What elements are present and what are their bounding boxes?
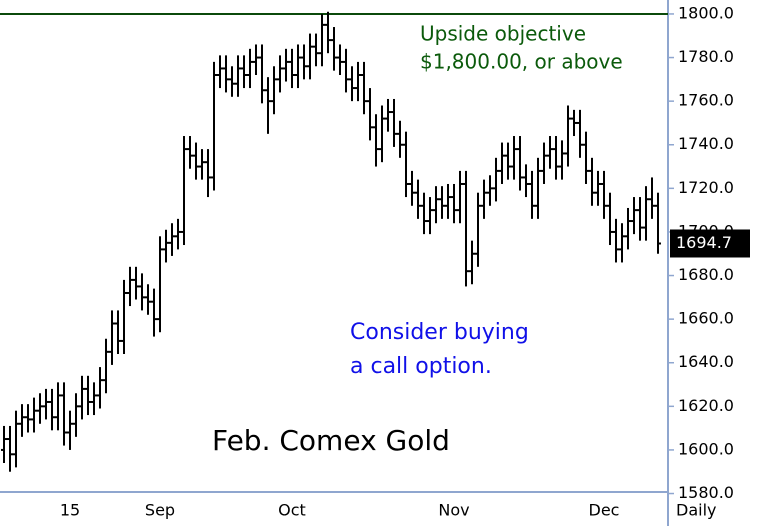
y-tick-label: 1800.0 <box>678 3 734 22</box>
x-tick-label: Dec <box>589 501 620 520</box>
y-tick-label: 1720.0 <box>678 178 734 197</box>
y-tick-label: 1740.0 <box>678 134 734 153</box>
chart-title: Feb. Comex Gold <box>212 424 450 457</box>
x-tick-label: 15 <box>60 501 80 520</box>
annotation: Consider buying <box>350 320 529 345</box>
x-tick-label: Oct <box>278 501 306 520</box>
last-price-box <box>670 229 750 258</box>
x-tick-label: Sep <box>145 501 175 520</box>
annotation: $1,800.00, or above <box>420 50 623 74</box>
annotation: a call option. <box>350 354 492 379</box>
y-tick-label: 1660.0 <box>678 309 734 328</box>
y-tick-label: 1680.0 <box>678 265 734 284</box>
y-tick-label: 1640.0 <box>678 352 734 371</box>
y-tick-label: 1620.0 <box>678 396 734 415</box>
last-price-label: 1694.7 <box>676 233 732 252</box>
y-tick-label: 1780.0 <box>678 47 734 66</box>
annotation: Upside objective <box>420 22 586 46</box>
x-tick-label: Nov <box>438 501 469 520</box>
y-tick-label: 1580.0 <box>678 483 734 502</box>
y-tick-label: 1600.0 <box>678 439 734 458</box>
y-tick-label: 1760.0 <box>678 91 734 110</box>
period-label: Daily <box>676 501 716 520</box>
